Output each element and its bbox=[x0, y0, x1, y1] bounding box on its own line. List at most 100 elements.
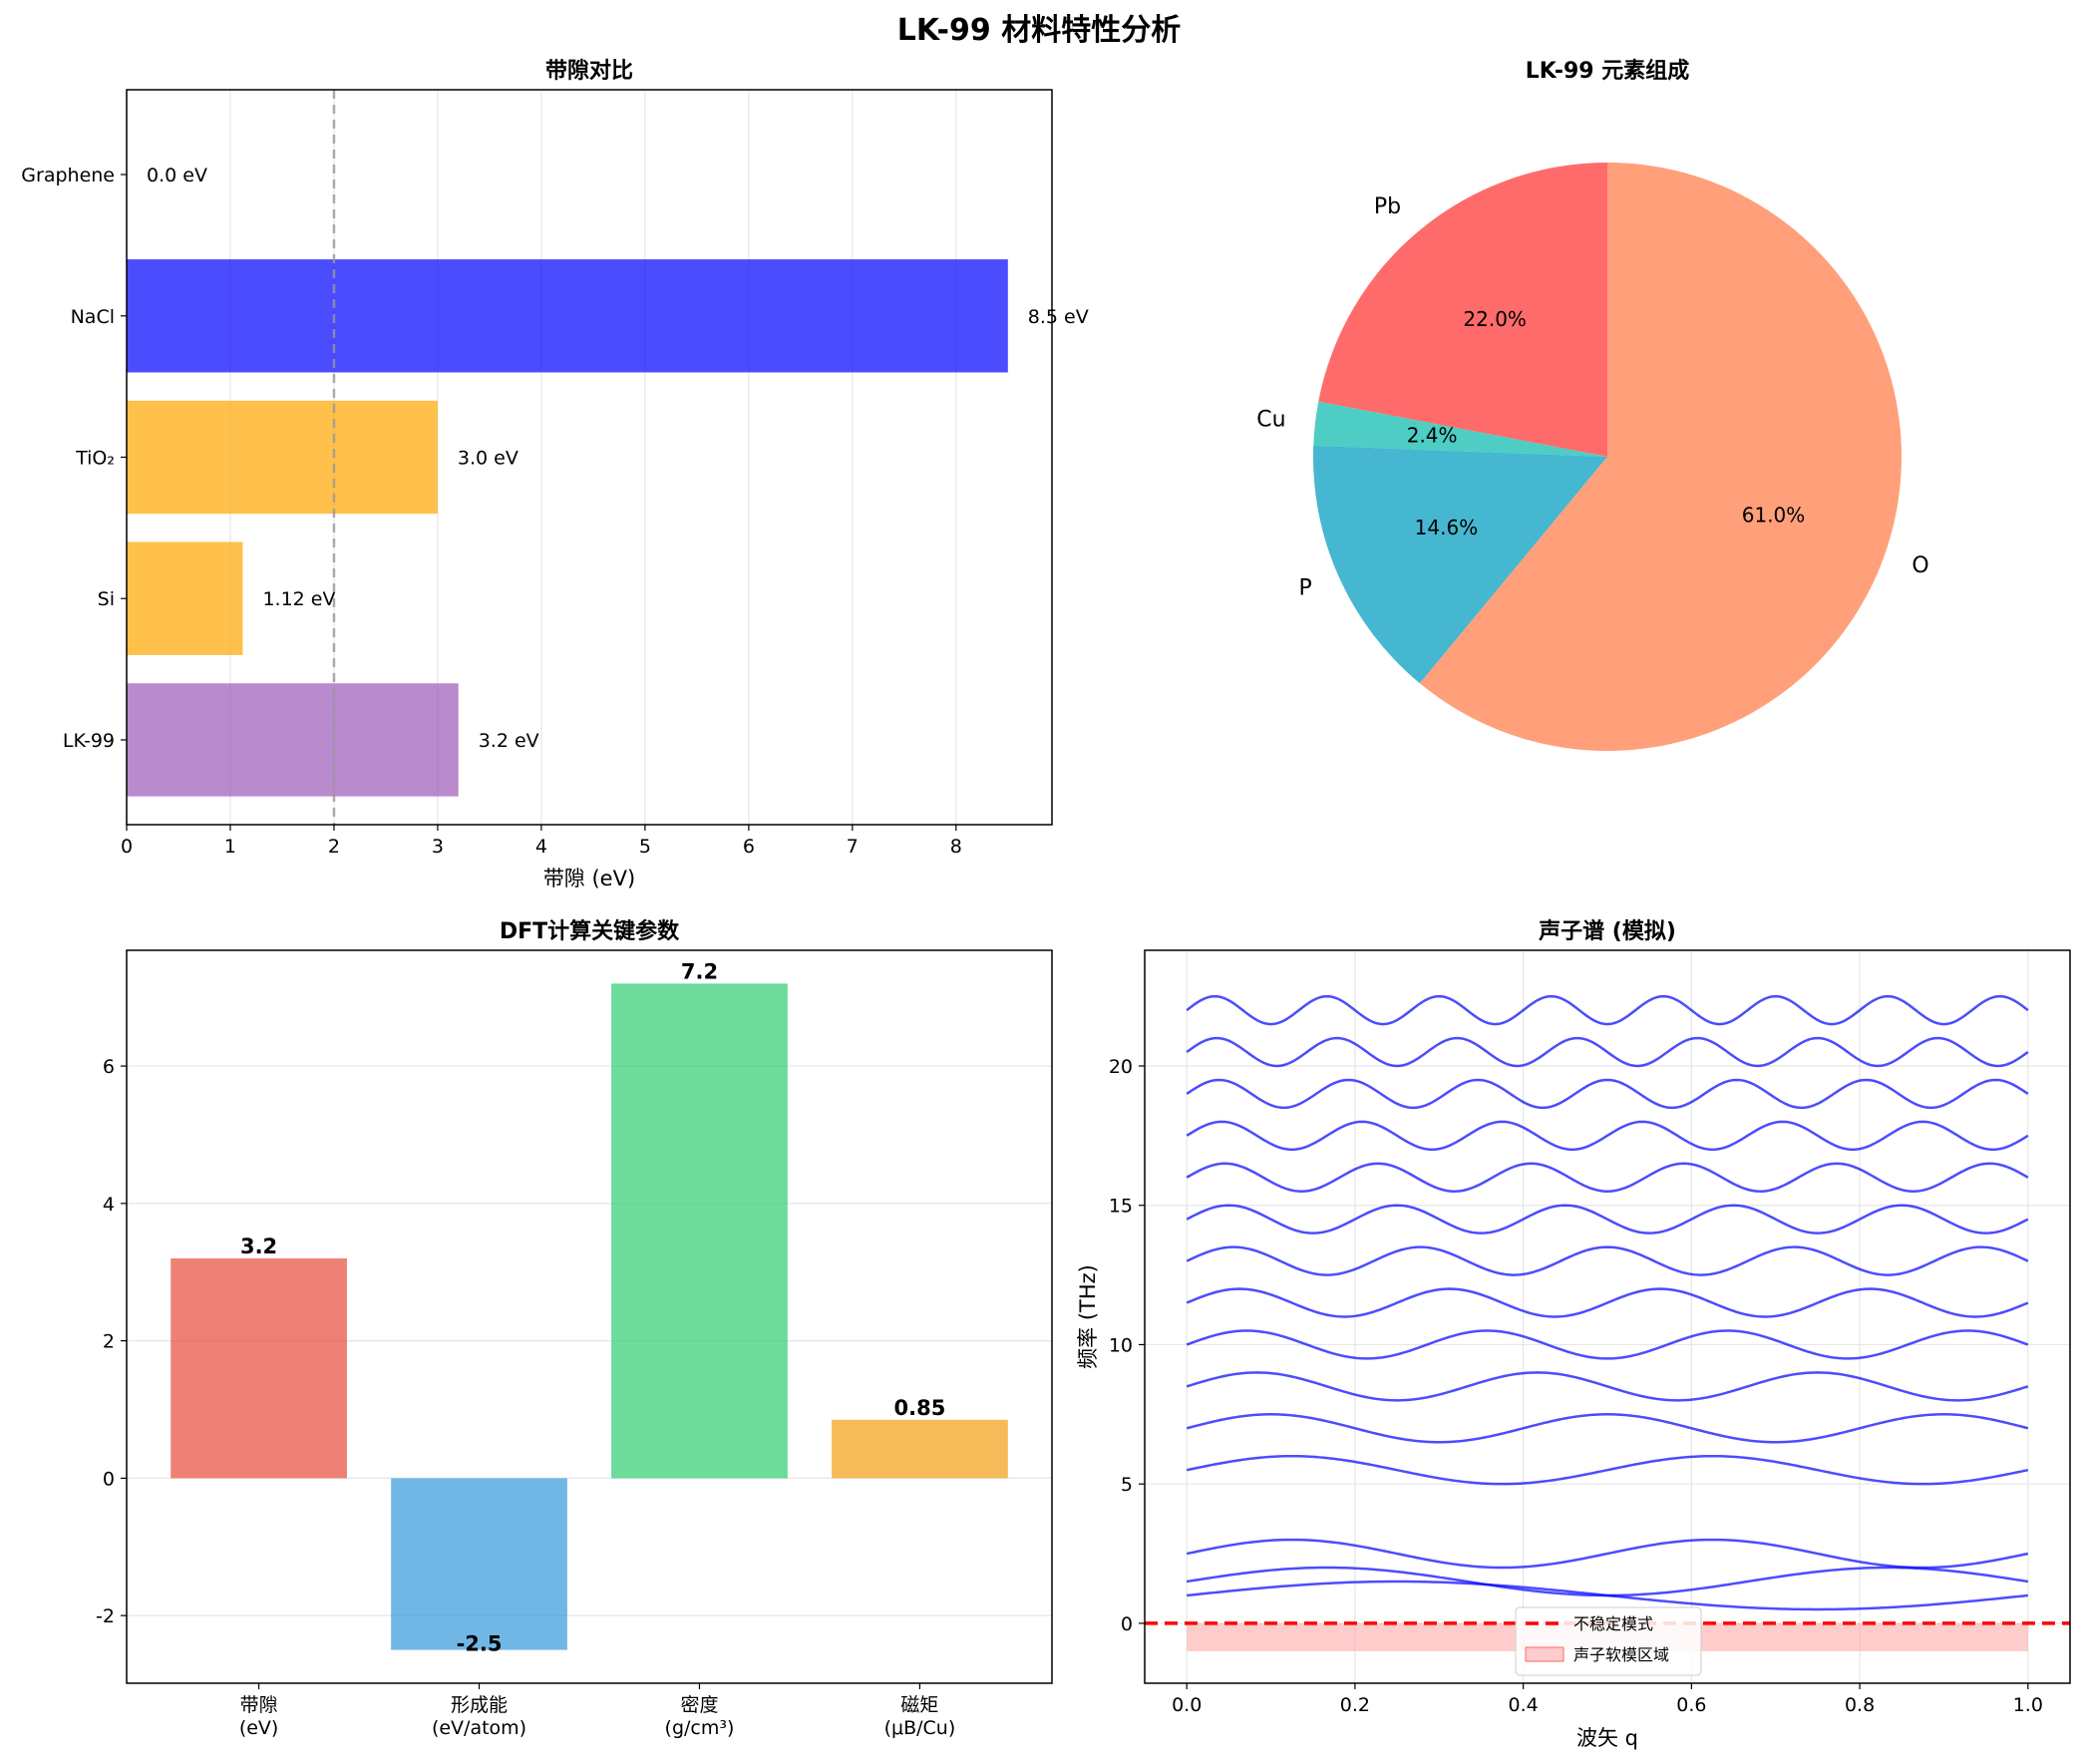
x-tick-label: 0.6 bbox=[1676, 1694, 1706, 1716]
bar-value-label: 7.2 bbox=[681, 959, 718, 983]
plot-frame bbox=[126, 949, 1053, 1684]
x-tick-label: 密度 bbox=[680, 1694, 718, 1716]
y-tick-label: 4 bbox=[103, 1194, 115, 1216]
y-tick-label: 6 bbox=[103, 1056, 115, 1078]
x-tick-label: 0.4 bbox=[1509, 1694, 1539, 1716]
phonon-branch bbox=[1186, 1454, 2029, 1486]
x-tick-label: 8 bbox=[950, 836, 962, 858]
bar bbox=[127, 259, 1008, 373]
phonon-branch bbox=[1186, 1287, 2029, 1318]
legend-soft-label: 声子软模区域 bbox=[1573, 1645, 1669, 1664]
pie-label: Pb bbox=[1374, 194, 1401, 219]
composition-pie-chart: LK-99 元素组成 Pb 22.0% Cu 2.4% P 14.6% O 61.0% bbox=[1256, 58, 1929, 752]
y-tick-label: 10 bbox=[1109, 1334, 1133, 1356]
phonon-branch bbox=[1186, 1413, 2029, 1444]
x-tick-label: 0 bbox=[121, 836, 133, 858]
phonon-branch bbox=[1186, 1036, 2029, 1068]
plot-frame bbox=[1144, 949, 2071, 1684]
y-tick-label: Si bbox=[98, 588, 115, 610]
x-tick-label: (eV/atom) bbox=[432, 1717, 526, 1739]
pie-label: Cu bbox=[1256, 407, 1285, 432]
pie-slice bbox=[1313, 401, 1607, 457]
bar bbox=[171, 1257, 347, 1479]
bandgap-bar-chart: 3.2 eV LK-99 1.12 eV Si 3.0 eV TiO₂ 8.5 eV NaCl… bbox=[21, 59, 1088, 890]
phonon-branch bbox=[1186, 1120, 2029, 1152]
phonon-spectrum-chart: 0.0 0.2 0.4 0.6 0.8 1.0 0 5 10 15 20 声子谱 (模拟) 波矢 q 频率… bbox=[1076, 918, 2071, 1750]
y-tick-label: NaCl bbox=[71, 306, 115, 328]
phonon-branch bbox=[1186, 994, 2029, 1026]
pie-percent-label: 61.0% bbox=[1742, 503, 1806, 527]
y-axis-label: 频率 (THz) bbox=[1076, 1264, 1100, 1369]
chart-title: 声子谱 (模拟) bbox=[1538, 918, 1676, 944]
x-tick-label: 0.8 bbox=[1845, 1694, 1875, 1716]
pie-slice bbox=[1313, 445, 1607, 684]
phonon-branch bbox=[1186, 1371, 2029, 1402]
y-tick-label: 15 bbox=[1109, 1196, 1133, 1218]
dft-parameter-bar-chart: -2 0 2 4 6 3.2 带隙(eV) -2.5 形成能(eV/atom) 7.2 密度(g/c… bbox=[96, 918, 1053, 1739]
chart-title: LK-99 元素组成 bbox=[1526, 58, 1690, 84]
x-tick-label: 3 bbox=[432, 836, 444, 858]
y-tick-label: 2 bbox=[103, 1331, 115, 1353]
bar-value-label: -2.5 bbox=[457, 1632, 503, 1656]
bar-value-label: 8.5 eV bbox=[1028, 306, 1089, 328]
phonon-branch bbox=[1186, 1329, 2029, 1360]
x-axis-label: 带隙 (eV) bbox=[543, 867, 635, 890]
x-tick-label: (μB/Cu) bbox=[884, 1717, 956, 1739]
plot-frame bbox=[126, 89, 1053, 826]
phonon-branch bbox=[1186, 1078, 2029, 1110]
y-tick-label: 0 bbox=[1121, 1613, 1133, 1635]
bar bbox=[611, 983, 788, 1479]
x-tick-label: 1 bbox=[224, 836, 236, 858]
phonon-branch bbox=[1186, 1162, 2029, 1193]
figure-title: LK-99 材料特性分析 bbox=[897, 13, 1181, 48]
y-tick-label: LK-99 bbox=[63, 730, 115, 752]
chart-title: DFT计算关键参数 bbox=[500, 918, 680, 944]
bar-value-label: 0.0 eV bbox=[147, 165, 207, 186]
pie-label: P bbox=[1299, 576, 1312, 601]
x-tick-label: 形成能 bbox=[451, 1694, 508, 1716]
bar bbox=[127, 541, 243, 655]
x-tick-label: 7 bbox=[847, 836, 859, 858]
y-tick-label: -2 bbox=[96, 1605, 115, 1627]
bar bbox=[832, 1419, 1008, 1479]
bar-value-label: 3.2 bbox=[240, 1235, 277, 1258]
y-tick-label: TiO₂ bbox=[75, 448, 115, 470]
x-tick-label: 6 bbox=[743, 836, 755, 858]
bar-value-label: 0.85 bbox=[894, 1396, 946, 1420]
bar-value-label: 1.12 eV bbox=[262, 588, 335, 610]
x-tick-label: (eV) bbox=[239, 1717, 279, 1739]
pie-label: O bbox=[1911, 553, 1928, 578]
x-tick-label: 1.0 bbox=[2013, 1694, 2043, 1716]
x-tick-label: 磁矩 bbox=[900, 1694, 938, 1716]
x-tick-label: (g/cm³) bbox=[665, 1717, 735, 1739]
x-tick-label: 带隙 bbox=[240, 1694, 278, 1716]
x-tick-label: 4 bbox=[535, 836, 547, 858]
phonon-branch bbox=[1186, 1245, 2029, 1276]
phonon-branch bbox=[1186, 1204, 2029, 1235]
pie-percent-label: 2.4% bbox=[1407, 424, 1458, 448]
phonon-branch bbox=[1186, 1566, 2029, 1597]
chart-title: 带隙对比 bbox=[545, 59, 633, 84]
x-tick-label: 0.0 bbox=[1172, 1694, 1202, 1716]
x-tick-label: 2 bbox=[328, 836, 340, 858]
x-tick-label: 5 bbox=[639, 836, 651, 858]
pie-slice bbox=[1419, 163, 1903, 752]
y-tick-label: 0 bbox=[103, 1468, 115, 1490]
x-tick-label: 0.2 bbox=[1340, 1694, 1370, 1716]
bar-value-label: 3.0 eV bbox=[458, 448, 519, 470]
pie-percent-label: 14.6% bbox=[1415, 516, 1479, 539]
pie-percent-label: 22.0% bbox=[1463, 307, 1527, 331]
bar bbox=[127, 400, 438, 515]
y-tick-label: 20 bbox=[1109, 1056, 1133, 1078]
y-tick-label: 5 bbox=[1121, 1474, 1133, 1496]
bar-value-label: 3.2 eV bbox=[479, 730, 539, 752]
bar bbox=[391, 1478, 567, 1650]
y-tick-label: Graphene bbox=[21, 165, 115, 186]
x-axis-label: 波矢 q bbox=[1576, 1726, 1638, 1750]
legend-soft-swatch bbox=[1525, 1646, 1564, 1662]
phonon-branch bbox=[1186, 1538, 2029, 1570]
pie-slice bbox=[1318, 163, 1607, 457]
legend-unstable-label: 不稳定模式 bbox=[1573, 1614, 1653, 1633]
